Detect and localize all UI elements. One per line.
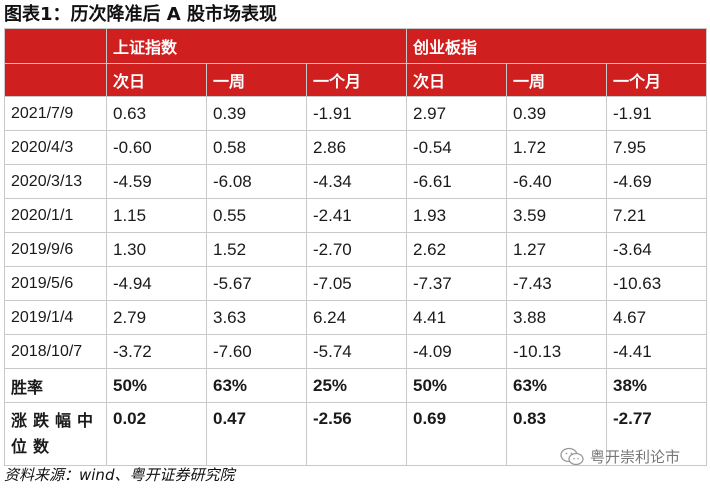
value-cell: 63% — [206, 368, 307, 403]
value-cell: 1.93 — [406, 198, 507, 233]
value-cell: 0.83 — [506, 402, 607, 466]
value-cell: 1.30 — [106, 232, 207, 267]
value-cell: -4.94 — [106, 266, 207, 301]
value-cell: -5.74 — [306, 334, 407, 369]
value-cell: -5.67 — [206, 266, 307, 301]
watermark: 粤开崇利论市 — [560, 446, 680, 467]
row-label: 2019/1/4 — [4, 300, 107, 335]
row-label: 2019/9/6 — [4, 232, 107, 267]
table-body: 2021/7/9 0.63 0.39 -1.91 2.97 0.39 -1.91 2020/4… — [4, 96, 707, 466]
table-row: 2020/3/13 -4.59 -6.08 -4.34 -6.61 -6.40 -4.69 — [4, 164, 707, 199]
col-header: 次日 — [106, 63, 207, 97]
value-cell: 3.63 — [206, 300, 307, 335]
group-header-sse: 上证指数 — [106, 28, 407, 64]
value-cell: -4.09 — [406, 334, 507, 369]
value-cell: -0.60 — [106, 130, 207, 165]
value-cell: -4.69 — [606, 164, 707, 199]
value-cell: 7.21 — [606, 198, 707, 233]
row-label: 2020/3/13 — [4, 164, 107, 199]
value-cell: 0.39 — [206, 96, 307, 131]
col-header: 一周 — [206, 63, 307, 97]
table-row: 2019/9/6 1.30 1.52 -2.70 2.62 1.27 -3.64 — [4, 232, 707, 267]
value-cell: 38% — [606, 368, 707, 403]
col-header: 一个月 — [306, 63, 407, 97]
table-row: 2020/4/3 -0.60 0.58 2.86 -0.54 1.72 7.95 — [4, 130, 707, 165]
group-header-chinext: 创业板指 — [406, 28, 707, 64]
value-cell: 63% — [506, 368, 607, 403]
table-row: 2019/5/6 -4.94 -5.67 -7.05 -7.37 -7.43 -10.63 — [4, 266, 707, 301]
value-cell: -7.60 — [206, 334, 307, 369]
value-cell: -2.56 — [306, 402, 407, 466]
value-cell: -10.13 — [506, 334, 607, 369]
value-cell: 2.79 — [106, 300, 207, 335]
value-cell: 3.59 — [506, 198, 607, 233]
value-cell: 7.95 — [606, 130, 707, 165]
value-cell: 50% — [106, 368, 207, 403]
col-header: 一个月 — [606, 63, 707, 97]
value-cell: 0.55 — [206, 198, 307, 233]
value-cell: -10.63 — [606, 266, 707, 301]
value-cell: -2.70 — [306, 232, 407, 267]
value-cell: -0.54 — [406, 130, 507, 165]
value-cell: -3.64 — [606, 232, 707, 267]
table-row: 2018/10/7 -3.72 -7.60 -5.74 -4.09 -10.13 -4.41 — [4, 334, 707, 369]
value-cell: -7.05 — [306, 266, 407, 301]
value-cell: 0.02 — [106, 402, 207, 466]
value-cell: -6.61 — [406, 164, 507, 199]
row-label: 2021/7/9 — [4, 96, 107, 131]
value-cell: 50% — [406, 368, 507, 403]
row-label: 2020/1/1 — [4, 198, 107, 233]
source-note: 资料来源：wind、粤开证券研究院 — [4, 466, 235, 484]
value-cell: 4.67 — [606, 300, 707, 335]
row-label: 2019/5/6 — [4, 266, 107, 301]
row-label: 涨跌幅中位数 — [4, 402, 107, 466]
row-label: 2020/4/3 — [4, 130, 107, 165]
corner-cell — [4, 63, 107, 97]
value-cell: 0.69 — [406, 402, 507, 466]
group-header-row: 上证指数 创业板指 — [4, 28, 707, 64]
figure-title: 图表1：历次降准后 A 股市场表现 — [4, 4, 277, 25]
value-cell: -1.91 — [306, 96, 407, 131]
value-cell: -6.08 — [206, 164, 307, 199]
value-cell: -2.77 — [606, 402, 707, 466]
value-cell: 25% — [306, 368, 407, 403]
value-cell: 2.62 — [406, 232, 507, 267]
value-cell: 0.63 — [106, 96, 207, 131]
table-row: 胜率 50% 63% 25% 50% 63% 38% — [4, 368, 707, 403]
table-row: 涨跌幅中位数 0.02 0.47 -2.56 0.69 0.83 -2.77 — [4, 402, 707, 466]
row-label: 胜率 — [4, 368, 107, 403]
value-cell: -3.72 — [106, 334, 207, 369]
table-row: 2019/1/4 2.79 3.63 6.24 4.41 3.88 4.67 — [4, 300, 707, 335]
value-cell: 1.52 — [206, 232, 307, 267]
value-cell: -4.34 — [306, 164, 407, 199]
wechat-icon — [560, 447, 584, 465]
value-cell: -2.41 — [306, 198, 407, 233]
value-cell: 0.47 — [206, 402, 307, 466]
value-cell: 6.24 — [306, 300, 407, 335]
value-cell: -4.41 — [606, 334, 707, 369]
market-performance-table: 上证指数 创业板指 次日 一周 一个月 次日 一周 一个月 2021/7/9 0.… — [4, 28, 707, 466]
value-cell: -6.40 — [506, 164, 607, 199]
value-cell: 1.15 — [106, 198, 207, 233]
value-cell: 0.58 — [206, 130, 307, 165]
value-cell: 2.97 — [406, 96, 507, 131]
value-cell: -1.91 — [606, 96, 707, 131]
corner-cell — [4, 28, 107, 64]
value-cell: 1.72 — [506, 130, 607, 165]
watermark-text: 粤开崇利论市 — [590, 448, 681, 466]
value-cell: 3.88 — [506, 300, 607, 335]
value-cell: -7.37 — [406, 266, 507, 301]
sub-header-row: 次日 一周 一个月 次日 一周 一个月 — [4, 63, 707, 97]
value-cell: -7.43 — [506, 266, 607, 301]
col-header: 一周 — [506, 63, 607, 97]
table-row: 2020/1/1 1.15 0.55 -2.41 1.93 3.59 7.21 — [4, 198, 707, 233]
value-cell: 0.39 — [506, 96, 607, 131]
col-header: 次日 — [406, 63, 507, 97]
value-cell: 1.27 — [506, 232, 607, 267]
value-cell: 2.86 — [306, 130, 407, 165]
table-row: 2021/7/9 0.63 0.39 -1.91 2.97 0.39 -1.91 — [4, 96, 707, 131]
value-cell: 4.41 — [406, 300, 507, 335]
value-cell: -4.59 — [106, 164, 207, 199]
row-label: 2018/10/7 — [4, 334, 107, 369]
